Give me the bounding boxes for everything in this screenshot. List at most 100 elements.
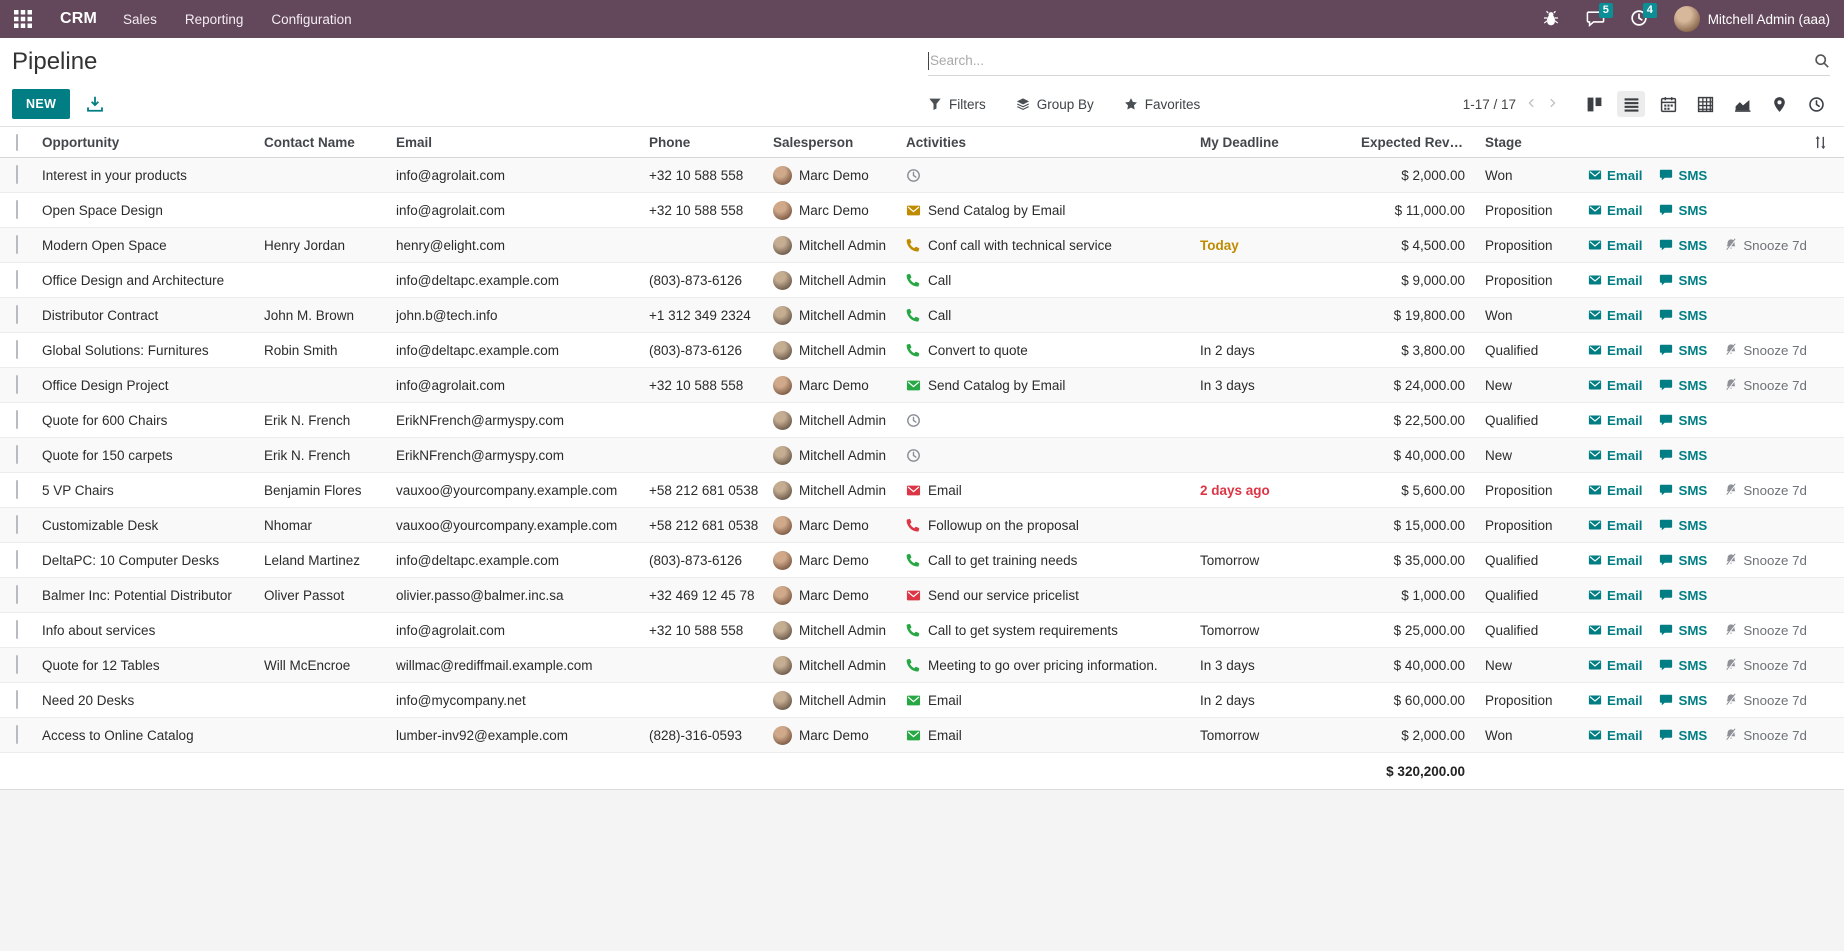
favorites-button[interactable]: Favorites	[1124, 97, 1200, 112]
activity-cell[interactable]: Email	[906, 693, 1200, 708]
table-row[interactable]: Open Space Design info@agrolait.com +32 …	[0, 193, 1844, 228]
table-row[interactable]: Quote for 150 carpets Erik N. French Eri…	[0, 438, 1844, 473]
apps-grid-icon[interactable]	[14, 8, 36, 30]
search-input[interactable]	[930, 46, 1814, 75]
row-checkbox[interactable]	[16, 200, 18, 219]
activity-cell[interactable]: Conf call with technical service	[906, 238, 1200, 253]
row-checkbox[interactable]	[16, 515, 18, 534]
snooze-button[interactable]: Snooze 7d	[1724, 378, 1807, 393]
activity-cell[interactable]: Call	[906, 273, 1200, 288]
select-all-checkbox[interactable]	[16, 133, 18, 151]
email-button[interactable]: Email	[1588, 378, 1642, 393]
table-row[interactable]: Distributor Contract John M. Brown john.…	[0, 298, 1844, 333]
email-button[interactable]: Email	[1588, 518, 1642, 533]
column-header-activities[interactable]: Activities	[906, 134, 967, 150]
snooze-button[interactable]: Snooze 7d	[1724, 553, 1807, 568]
table-row[interactable]: 5 VP Chairs Benjamin Flores vauxoo@yourc…	[0, 473, 1844, 508]
snooze-button[interactable]: Snooze 7d	[1724, 483, 1807, 498]
sms-button[interactable]: SMS	[1659, 308, 1707, 323]
row-checkbox[interactable]	[16, 165, 18, 184]
activity-cell[interactable]: Meeting to go over pricing information.	[906, 658, 1200, 673]
column-header-my-deadline[interactable]: My Deadline	[1200, 134, 1279, 150]
sms-button[interactable]: SMS	[1659, 168, 1707, 183]
row-checkbox[interactable]	[16, 620, 18, 639]
row-checkbox[interactable]	[16, 690, 18, 709]
table-row[interactable]: Need 20 Desks info@mycompany.net Mitchel…	[0, 683, 1844, 718]
sms-button[interactable]: SMS	[1659, 203, 1707, 218]
table-row[interactable]: Quote for 12 Tables Will McEncroe willma…	[0, 648, 1844, 683]
table-row[interactable]: Modern Open Space Henry Jordan henry@eli…	[0, 228, 1844, 263]
email-button[interactable]: Email	[1588, 693, 1642, 708]
sms-button[interactable]: SMS	[1659, 693, 1707, 708]
view-calendar-icon[interactable]	[1654, 91, 1682, 117]
snooze-button[interactable]: Snooze 7d	[1724, 623, 1807, 638]
activity-cell[interactable]: Convert to quote	[906, 343, 1200, 358]
email-button[interactable]: Email	[1588, 203, 1642, 218]
sms-button[interactable]: SMS	[1659, 728, 1707, 743]
new-button[interactable]: NEW	[12, 89, 71, 119]
activity-cell[interactable]: Send Catalog by Email	[906, 378, 1200, 393]
email-button[interactable]: Email	[1588, 448, 1642, 463]
column-header-salesperson[interactable]: Salesperson	[773, 134, 854, 150]
activity-cell[interactable]: Call to get training needs	[906, 553, 1200, 568]
sms-button[interactable]: SMS	[1659, 588, 1707, 603]
activity-cell[interactable]	[906, 448, 1200, 463]
view-pivot-icon[interactable]	[1691, 91, 1719, 117]
activity-cell[interactable]: Email	[906, 728, 1200, 743]
sms-button[interactable]: SMS	[1659, 518, 1707, 533]
sms-button[interactable]: SMS	[1659, 658, 1707, 673]
row-checkbox[interactable]	[16, 585, 18, 604]
messages-icon[interactable]: 5	[1586, 3, 1613, 29]
row-checkbox[interactable]	[16, 270, 18, 289]
row-checkbox[interactable]	[16, 725, 18, 744]
export-download-icon[interactable]	[86, 95, 104, 113]
user-menu[interactable]: Mitchell Admin (aaa)	[1673, 6, 1830, 32]
email-button[interactable]: Email	[1588, 623, 1642, 638]
email-button[interactable]: Email	[1588, 413, 1642, 428]
email-button[interactable]: Email	[1588, 658, 1642, 673]
pager-next-icon[interactable]	[1547, 95, 1558, 113]
activity-cell[interactable]	[906, 168, 1200, 183]
pager-previous-icon[interactable]	[1526, 95, 1537, 113]
activity-cell[interactable]: Email	[906, 483, 1200, 498]
sms-button[interactable]: SMS	[1659, 238, 1707, 253]
email-button[interactable]: Email	[1588, 553, 1642, 568]
adjust-columns-icon[interactable]	[1813, 135, 1828, 150]
table-row[interactable]: Interest in your products info@agrolait.…	[0, 158, 1844, 193]
email-button[interactable]: Email	[1588, 273, 1642, 288]
row-checkbox[interactable]	[16, 235, 18, 254]
table-row[interactable]: Office Design Project info@agrolait.com …	[0, 368, 1844, 403]
snooze-button[interactable]: Snooze 7d	[1724, 693, 1807, 708]
sms-button[interactable]: SMS	[1659, 343, 1707, 358]
menu-sales[interactable]: Sales	[123, 11, 157, 27]
table-row[interactable]: Customizable Desk Nhomar vauxoo@yourcomp…	[0, 508, 1844, 543]
activity-cell[interactable]	[906, 413, 1200, 428]
group-by-button[interactable]: Group By	[1016, 97, 1094, 112]
search-bar[interactable]	[928, 46, 1830, 76]
row-checkbox[interactable]	[16, 340, 18, 359]
row-checkbox[interactable]	[16, 445, 18, 464]
column-header-expected-revenue[interactable]: Expected Revenue	[1361, 134, 1473, 150]
email-button[interactable]: Email	[1588, 728, 1642, 743]
menu-reporting[interactable]: Reporting	[184, 11, 244, 27]
debug-bug-icon[interactable]	[1542, 9, 1562, 29]
row-checkbox[interactable]	[16, 305, 18, 324]
activity-cell[interactable]: Send our service pricelist	[906, 588, 1200, 603]
snooze-button[interactable]: Snooze 7d	[1724, 728, 1807, 743]
snooze-button[interactable]: Snooze 7d	[1724, 658, 1807, 673]
view-list-icon[interactable]	[1617, 91, 1645, 117]
row-checkbox[interactable]	[16, 550, 18, 569]
activity-cell[interactable]: Call	[906, 308, 1200, 323]
column-header-email[interactable]: Email	[396, 134, 433, 150]
sms-button[interactable]: SMS	[1659, 623, 1707, 638]
table-row[interactable]: Balmer Inc: Potential Distributor Oliver…	[0, 578, 1844, 613]
email-button[interactable]: Email	[1588, 308, 1642, 323]
snooze-button[interactable]: Snooze 7d	[1724, 343, 1807, 358]
view-map-icon[interactable]	[1765, 91, 1793, 117]
email-button[interactable]: Email	[1588, 238, 1642, 253]
table-row[interactable]: Quote for 600 Chairs Erik N. French Erik…	[0, 403, 1844, 438]
row-checkbox[interactable]	[16, 375, 18, 394]
email-button[interactable]: Email	[1588, 168, 1642, 183]
table-row[interactable]: Global Solutions: Furnitures Robin Smith…	[0, 333, 1844, 368]
activity-cell[interactable]: Followup on the proposal	[906, 518, 1200, 533]
